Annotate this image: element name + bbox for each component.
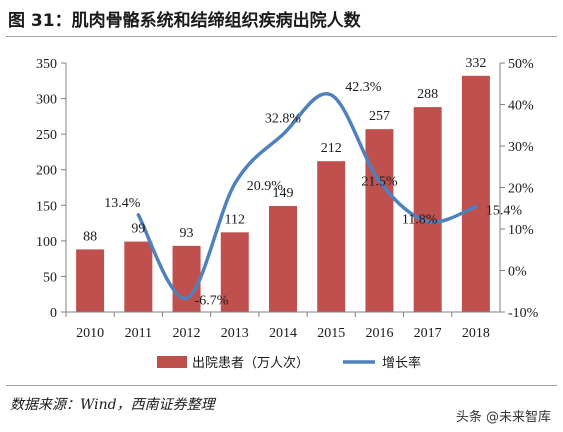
right-tick-label: -10%	[508, 306, 539, 321]
bar	[172, 245, 201, 312]
line-data-label: 20.9%	[247, 179, 284, 194]
growth-rate-line	[136, 92, 478, 301]
x-tick-label: 2011	[125, 326, 152, 341]
left-tick-label: 50	[43, 270, 57, 285]
bar	[269, 205, 297, 312]
x-axis: 2010 2011 2012 2013 2014 2015 2016 2017 2018	[65, 311, 500, 341]
x-tick-label: 2018	[462, 326, 490, 341]
bar	[317, 161, 346, 312]
bar	[124, 241, 153, 312]
x-tick-label: 2016	[365, 326, 393, 341]
right-tick-label: 10%	[508, 223, 534, 238]
x-tick-label: 2012	[173, 326, 201, 341]
x-tick-label: 2017	[414, 326, 442, 341]
x-tick-label: 2013	[221, 326, 249, 341]
left-axis: 0 50 100 150 200 250 300 350	[36, 57, 67, 321]
line-data-label: -6.7%	[195, 293, 229, 308]
left-tick-label: 300	[36, 93, 57, 108]
legend: 出院患者（万人次） 增长率	[157, 355, 421, 371]
bar	[461, 75, 490, 312]
bar-series	[76, 75, 490, 312]
left-tick-label: 350	[36, 57, 57, 72]
bar-data-label: 99	[131, 222, 145, 237]
source-divider	[6, 385, 557, 386]
bar-data-label: 88	[83, 229, 97, 244]
bar-data-label: 212	[321, 141, 342, 156]
right-tick-label: 30%	[508, 140, 534, 155]
left-tick-label: 0	[50, 306, 57, 321]
line-data-label: 32.8%	[265, 111, 302, 126]
legend-swatch-bar	[157, 356, 187, 368]
bar	[413, 107, 442, 312]
line-data-label: 13.4%	[104, 196, 141, 211]
source-note: 数据来源：Wind，西南证券整理	[10, 397, 215, 413]
watermark: 头条 @未来智库	[455, 410, 551, 425]
legend-label-bar: 出院患者（万人次）	[192, 355, 309, 371]
title-divider	[6, 36, 557, 37]
line-series	[136, 92, 478, 301]
bar-data-label: 332	[465, 56, 486, 71]
left-tick-label: 100	[36, 235, 57, 250]
left-tick-label: 250	[36, 128, 57, 143]
x-tick-label: 2015	[317, 326, 345, 341]
right-tick-label: 40%	[508, 99, 534, 114]
figure-title: 图 31：肌肉骨骼系统和结缔组织疾病出院人数	[8, 11, 361, 31]
bar-data-label: 149	[273, 186, 294, 201]
bar	[76, 249, 105, 312]
bar	[220, 232, 249, 312]
right-tick-label: 0%	[508, 265, 527, 280]
bar-data-label: 112	[225, 212, 245, 227]
line-data-label: 11.8%	[402, 213, 438, 228]
chart: 0 50 100 150 200 250 300 350 -10% 0% 10% 20% 30% 40%…	[36, 56, 539, 371]
bar	[365, 129, 394, 312]
right-axis: -10% 0% 10% 20% 30% 40% 50%	[499, 57, 539, 321]
line-data-label: 15.4%	[486, 204, 523, 219]
bar-data-label: 93	[180, 226, 194, 241]
x-tick-label: 2014	[269, 326, 297, 341]
right-tick-label: 50%	[508, 57, 534, 72]
x-tick-label: 2010	[76, 326, 104, 341]
line-data-label: 21.5%	[361, 174, 398, 189]
line-data-label: 42.3%	[345, 80, 382, 95]
bar-labels: 88 99 93 112 149 212 257 288 332	[83, 56, 486, 245]
legend-label-line: 增长率	[382, 355, 421, 371]
bar-data-label: 288	[417, 87, 438, 102]
left-tick-label: 150	[36, 199, 57, 214]
left-tick-label: 200	[36, 164, 57, 179]
bar-data-label: 257	[369, 109, 390, 124]
right-tick-label: 20%	[508, 182, 534, 197]
line-labels: 13.4% -6.7% 20.9% 32.8% 42.3% 21.5% 11.8% 15.4%	[104, 80, 522, 308]
